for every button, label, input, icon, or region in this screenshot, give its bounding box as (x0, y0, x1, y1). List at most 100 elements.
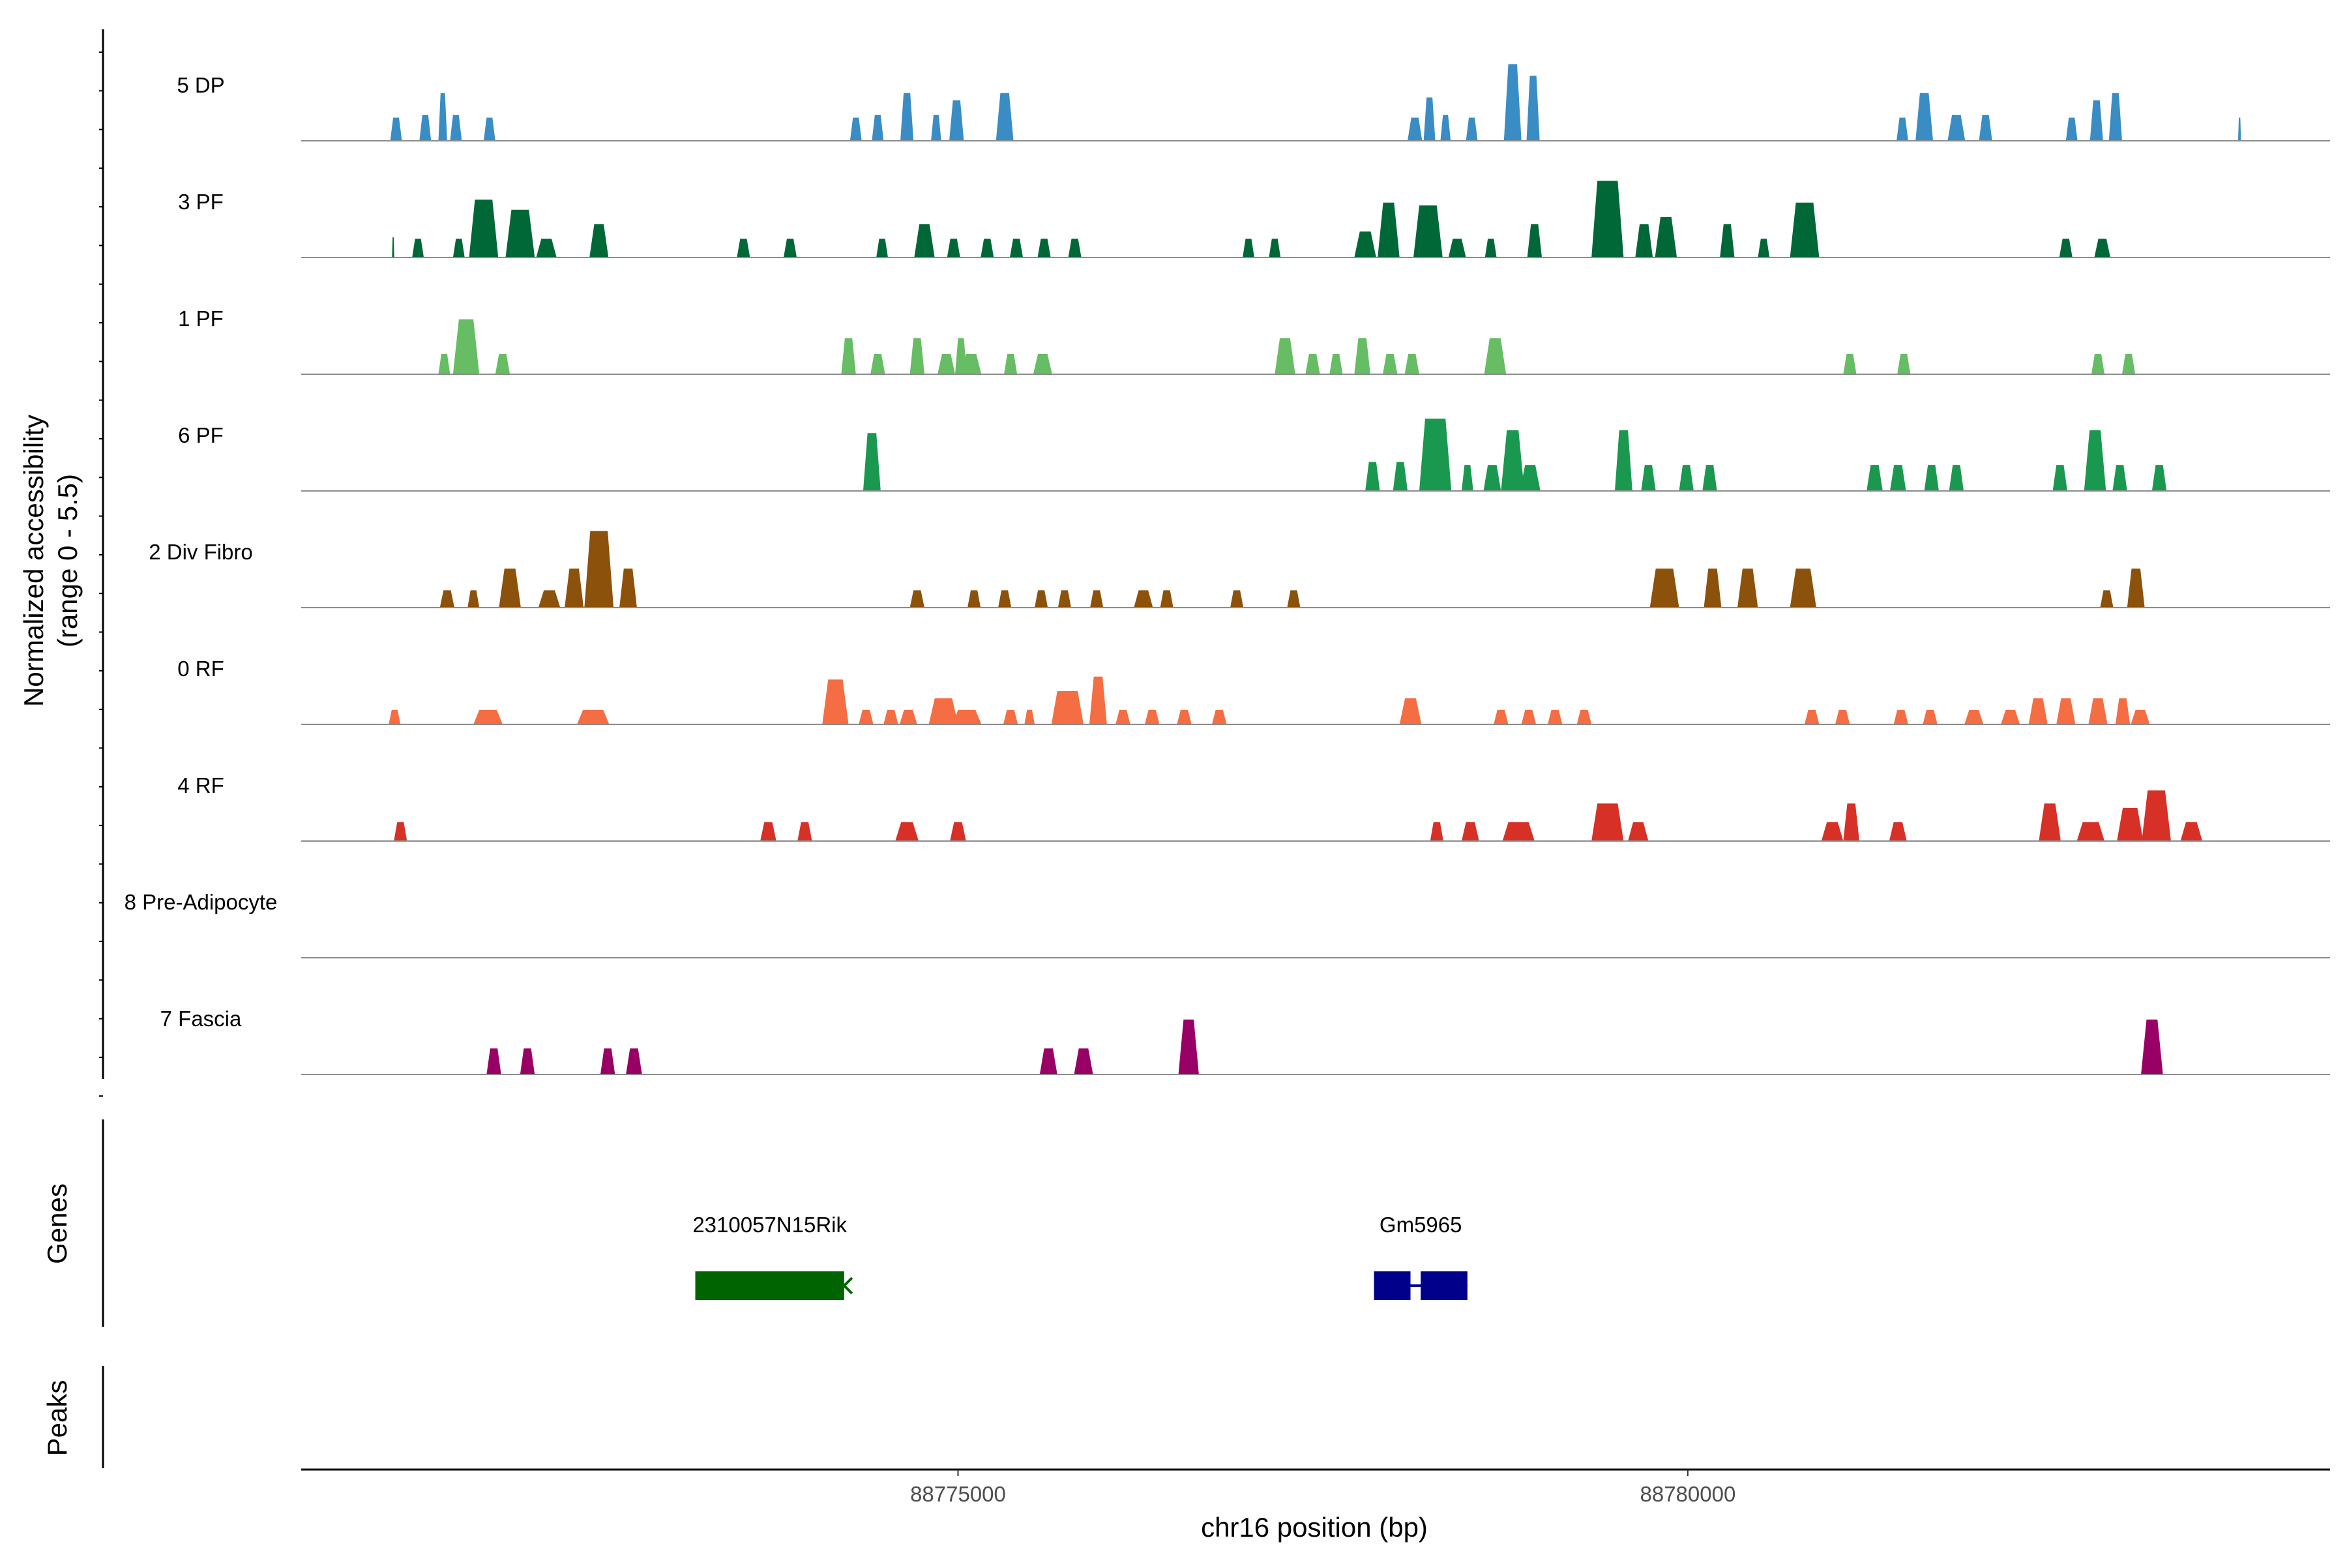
coverage-peak (486, 1048, 501, 1074)
track-3-pf: 3 PF (178, 181, 2330, 258)
coverage-peak (1382, 353, 1398, 374)
gene-label: Gm5965 (1380, 1213, 1462, 1237)
coverage-peak (1275, 338, 1295, 374)
x-tick-label: 88780000 (1640, 1482, 1735, 1506)
track-label: 7 Fascia (160, 1007, 242, 1031)
coverage-peak (998, 590, 1012, 608)
coverage-peak (483, 117, 495, 141)
coverage-peak (1923, 709, 1938, 724)
coverage-peak (439, 590, 455, 608)
coverage-peak (1484, 338, 1507, 374)
coverage-peak (822, 679, 849, 724)
coverage-peak (1889, 465, 1906, 491)
coverage-peak (797, 822, 812, 841)
coverage-peak (760, 822, 776, 841)
coverage-peak (2100, 590, 2114, 608)
coverage-peak (495, 353, 510, 374)
coverage-peak (1520, 465, 1541, 491)
track-1-pf: 1 PF (178, 306, 2330, 375)
coverage-peak (1024, 709, 1035, 724)
coverage-peak (1628, 822, 1649, 841)
coverage-peak (950, 822, 966, 841)
coverage-peak (1502, 822, 1535, 841)
coverage-peak (469, 200, 499, 258)
coverage-peak (412, 239, 424, 258)
coverage-peak (870, 353, 885, 374)
coverage-peak (2091, 353, 2105, 374)
coverage-peak (1134, 590, 1153, 608)
coverage-peak (1413, 205, 1443, 258)
coverage-peak (2115, 698, 2131, 724)
coverage-peak (2141, 1019, 2163, 1074)
coverage-peak (2076, 822, 2105, 841)
coverage-peak (1704, 569, 1722, 608)
coverage-peak (1915, 93, 1934, 141)
coverage-peak (1835, 709, 1850, 724)
coverage-peak (849, 117, 862, 141)
coverage-peak (2237, 117, 2241, 141)
coverage-peak (895, 822, 919, 841)
coverage-peak (1440, 115, 1451, 141)
coverage-peak (505, 209, 535, 258)
coverage-peak (577, 709, 610, 724)
coverage-peak (2142, 790, 2171, 841)
coverage-peak (2108, 93, 2122, 141)
coverage-peak (1037, 239, 1051, 258)
peaks-label: Peaks (42, 1380, 72, 1457)
coverage-peak (1483, 465, 1501, 491)
x-axis-title: chr16 position (bp) (1201, 1512, 1428, 1543)
coverage-peak (876, 239, 889, 258)
coverage-peak (1521, 709, 1537, 724)
coverage-peak (2001, 709, 2020, 724)
coverage-peak (1924, 465, 1939, 491)
genes-label: Genes (42, 1183, 72, 1264)
coverage-peak (1160, 590, 1174, 608)
track-7-fascia: 7 Fascia (160, 1007, 2330, 1075)
coverage-peak (1484, 239, 1497, 258)
coverage-peak (1466, 117, 1478, 141)
track-6-pf: 6 PF (178, 419, 2330, 492)
coverage-peak (499, 569, 521, 608)
coverage-peak (1003, 709, 1018, 724)
coverage-peak (1378, 202, 1400, 258)
coverage-peak (996, 93, 1014, 141)
coverage-peak (2121, 353, 2136, 374)
coverage-peak (1068, 239, 1082, 258)
track-label: 1 PF (178, 306, 224, 331)
coverage-peak (536, 239, 557, 258)
coverage-peak (1641, 465, 1656, 491)
coverage-peak (2180, 822, 2203, 841)
coverage-peak (619, 569, 637, 608)
coverage-peak (1423, 97, 1436, 141)
coverage-peak (909, 590, 924, 608)
track-5-dp: 5 DP (177, 64, 2330, 141)
coverage-peak (1287, 590, 1301, 608)
coverage-peak (438, 93, 447, 141)
coverage-peak (1649, 569, 1679, 608)
coverage-peak (1035, 590, 1048, 608)
gene-exon (1374, 1271, 1411, 1300)
coverage-peak (2059, 239, 2073, 258)
coverage-peak (1867, 465, 1883, 491)
coverage-peak (419, 115, 432, 141)
coverage-peak (949, 100, 964, 141)
coverage-peak (2039, 803, 2061, 841)
strand-arrow-icon (842, 1277, 853, 1295)
coverage-peak (1408, 117, 1423, 141)
coverage-peak (452, 319, 480, 374)
coverage-peak (1720, 224, 1735, 258)
coverage-peak (438, 353, 450, 374)
coverage-peak (1790, 569, 1816, 608)
coverage-peak (914, 224, 935, 258)
coverage-peak (2094, 239, 2111, 258)
coverage-peak (909, 338, 924, 374)
coverage-peak (473, 709, 503, 724)
coverage-peak (1178, 1019, 1199, 1074)
gene-exon (695, 1271, 844, 1300)
coverage-peak (1547, 709, 1563, 724)
coverage-peak (392, 237, 394, 258)
coverage-peak (1089, 676, 1107, 724)
gene-label: 2310057N15Rik (692, 1213, 847, 1237)
coverage-peak (960, 353, 982, 374)
